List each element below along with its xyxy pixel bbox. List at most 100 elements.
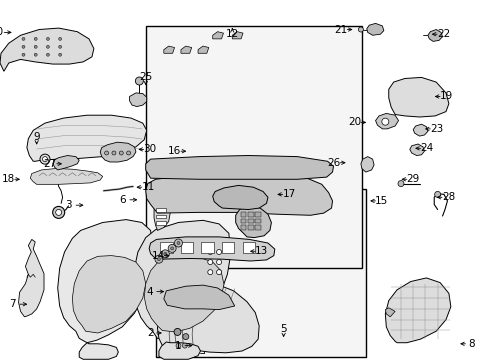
Polygon shape — [30, 168, 102, 184]
Circle shape — [104, 151, 108, 155]
Polygon shape — [157, 284, 259, 353]
Circle shape — [119, 151, 123, 155]
Circle shape — [216, 249, 221, 255]
Text: 23: 23 — [429, 124, 443, 134]
Circle shape — [168, 244, 176, 252]
Circle shape — [42, 157, 47, 162]
Bar — [247, 219, 253, 223]
Polygon shape — [100, 142, 136, 162]
Bar — [181, 242, 193, 253]
Polygon shape — [212, 185, 267, 210]
Circle shape — [126, 151, 130, 155]
Text: 7: 7 — [9, 299, 16, 309]
Circle shape — [161, 250, 169, 258]
Polygon shape — [154, 202, 170, 230]
Circle shape — [22, 37, 25, 40]
Bar — [155, 221, 166, 225]
Polygon shape — [145, 156, 333, 179]
Text: 3: 3 — [65, 200, 72, 210]
Bar — [242, 242, 254, 253]
Circle shape — [174, 239, 182, 247]
Circle shape — [135, 77, 143, 85]
Circle shape — [34, 37, 37, 40]
Text: 29: 29 — [406, 174, 419, 184]
Circle shape — [216, 260, 221, 265]
Polygon shape — [360, 157, 373, 172]
Polygon shape — [133, 220, 230, 338]
Text: 20: 20 — [347, 117, 360, 127]
Polygon shape — [198, 46, 208, 53]
Circle shape — [40, 154, 50, 164]
Circle shape — [112, 151, 116, 155]
Text: 18: 18 — [1, 174, 15, 184]
Bar — [247, 225, 253, 230]
Polygon shape — [129, 93, 146, 107]
Text: 16: 16 — [167, 146, 181, 156]
Polygon shape — [27, 115, 146, 161]
Bar — [240, 212, 246, 217]
Polygon shape — [163, 46, 174, 53]
Circle shape — [358, 27, 363, 32]
Polygon shape — [149, 237, 274, 261]
Bar — [155, 208, 166, 212]
Text: 30: 30 — [143, 144, 156, 154]
Text: 6: 6 — [119, 195, 126, 205]
Bar — [255, 225, 261, 230]
Circle shape — [207, 260, 212, 265]
Polygon shape — [212, 32, 223, 39]
Circle shape — [183, 334, 188, 339]
Text: 15: 15 — [374, 196, 388, 206]
Bar — [155, 215, 166, 218]
Bar — [240, 225, 246, 230]
Text: 1: 1 — [174, 341, 181, 351]
Polygon shape — [412, 124, 427, 136]
Polygon shape — [79, 343, 118, 359]
Circle shape — [170, 247, 173, 250]
Circle shape — [434, 192, 440, 197]
Polygon shape — [232, 32, 243, 39]
Text: 10: 10 — [0, 27, 3, 37]
Polygon shape — [58, 220, 152, 343]
Polygon shape — [53, 156, 79, 170]
Polygon shape — [366, 23, 383, 35]
Circle shape — [46, 53, 49, 56]
Text: 28: 28 — [441, 192, 454, 202]
Polygon shape — [385, 308, 394, 317]
Circle shape — [59, 45, 61, 48]
Circle shape — [174, 328, 181, 336]
Circle shape — [182, 343, 187, 348]
Circle shape — [177, 242, 180, 244]
Text: 11: 11 — [141, 182, 155, 192]
Polygon shape — [181, 46, 191, 53]
Text: 2: 2 — [146, 328, 153, 338]
Circle shape — [22, 45, 25, 48]
Circle shape — [46, 37, 49, 40]
Text: 26: 26 — [326, 158, 340, 168]
Bar — [255, 212, 261, 217]
Circle shape — [22, 53, 25, 56]
Text: 17: 17 — [282, 189, 295, 199]
Circle shape — [163, 252, 166, 255]
Polygon shape — [235, 206, 271, 238]
Circle shape — [207, 270, 212, 275]
Bar — [255, 219, 261, 223]
Polygon shape — [145, 173, 332, 215]
Circle shape — [176, 343, 181, 348]
Polygon shape — [385, 278, 450, 343]
Text: 24: 24 — [419, 143, 433, 153]
Polygon shape — [375, 113, 398, 129]
Text: 8: 8 — [468, 339, 474, 349]
Polygon shape — [19, 239, 44, 317]
Text: 19: 19 — [439, 91, 452, 102]
Bar — [201, 242, 213, 253]
Circle shape — [59, 37, 61, 40]
Text: 25: 25 — [139, 72, 152, 82]
Circle shape — [53, 206, 64, 219]
Circle shape — [207, 249, 212, 255]
Polygon shape — [0, 28, 94, 71]
Circle shape — [34, 53, 37, 56]
Circle shape — [157, 258, 160, 261]
Circle shape — [397, 181, 403, 186]
Circle shape — [56, 210, 61, 215]
Polygon shape — [159, 342, 200, 359]
